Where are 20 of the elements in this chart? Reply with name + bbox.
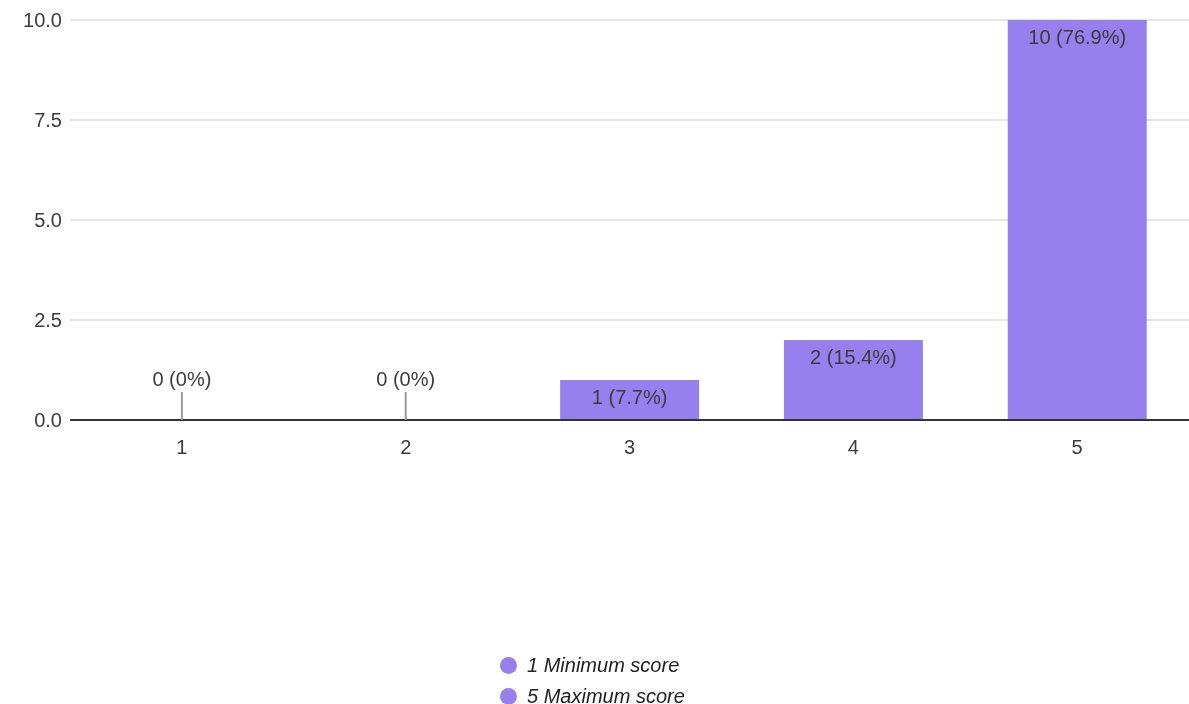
text: 1 Minimum score <box>527 653 680 678</box>
data-label: 0 (0%) <box>376 368 436 390</box>
bar <box>783 340 923 420</box>
y-tick-label: 10.0 <box>23 9 62 32</box>
y-tick-label: 7.5 <box>34 109 62 132</box>
x-tick-label: 3 <box>623 436 636 459</box>
data-label: 10 (76.9%) <box>1028 26 1127 48</box>
x-tick-label: 2 <box>400 436 412 459</box>
y-tick-label: 5.0 <box>34 209 62 232</box>
y-tick-label: 2.5 <box>34 309 62 332</box>
data-label: 0 (0%) <box>152 368 212 390</box>
x-tick-label: 4 <box>847 436 859 459</box>
bar <box>560 380 700 420</box>
x-tick-label: 1 <box>176 436 188 459</box>
x-tick-label: 5 <box>1071 436 1083 459</box>
text: 5 Maximum score <box>527 684 685 704</box>
y-tick-label: 0.0 <box>34 409 62 432</box>
data-label: 1 (7.7%) <box>591 386 668 408</box>
data-label: 2 (15.4%) <box>810 346 897 368</box>
bar <box>1007 20 1147 420</box>
